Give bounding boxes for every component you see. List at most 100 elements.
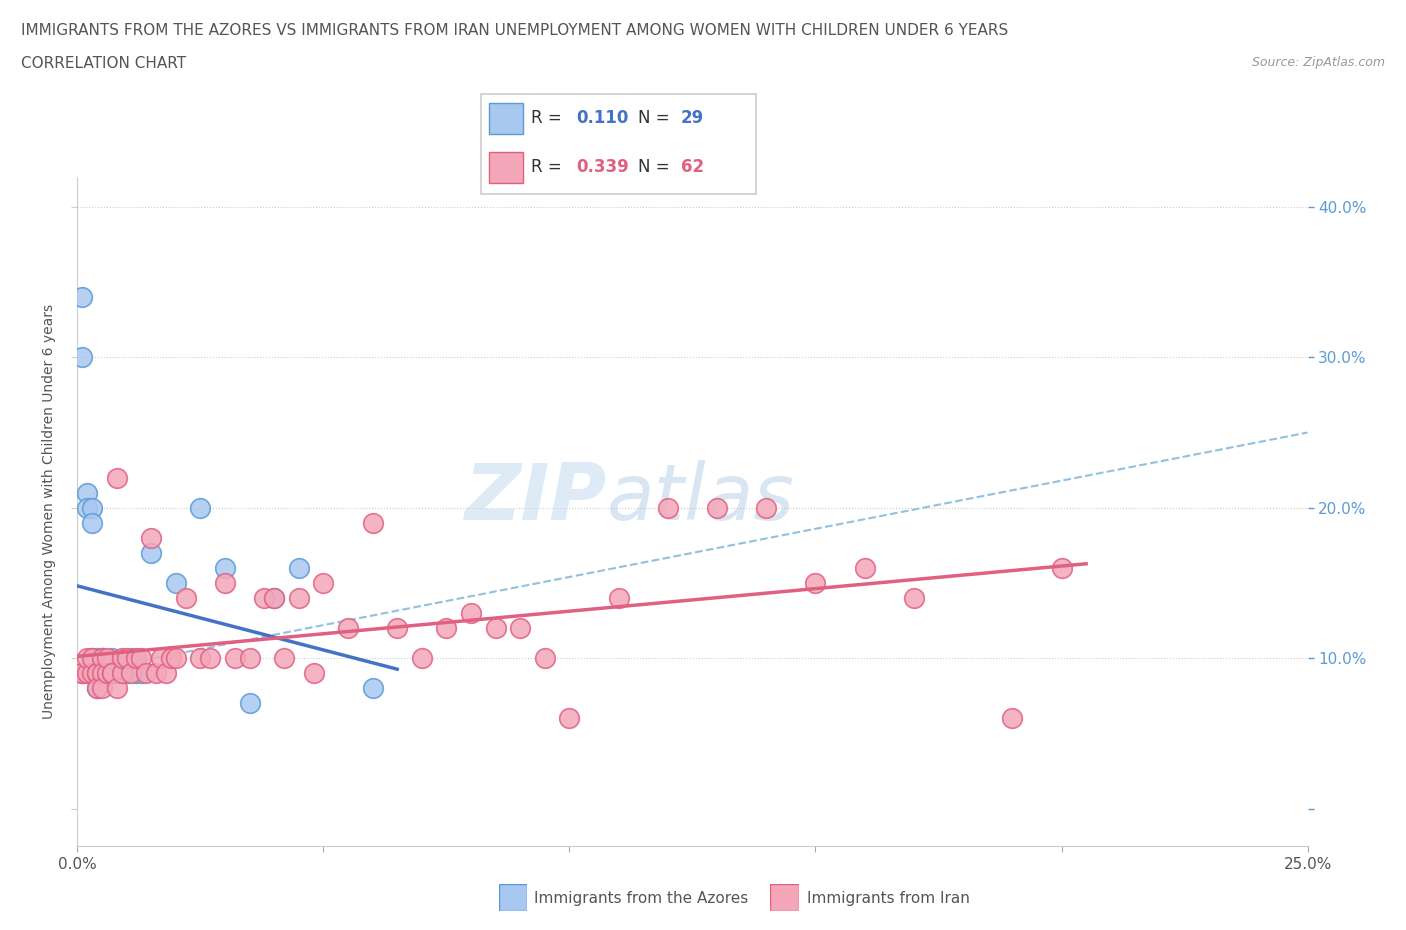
Point (141, 530, 163, 545)
Point (82, 515, 104, 530)
Point (509, 620, 531, 635)
Point (86, 666, 108, 681)
Text: Immigrants from Iran: Immigrants from Iran (807, 891, 970, 906)
Point (1001, 711, 1024, 725)
Point (361, 515, 384, 530)
Point (111, 651, 132, 666)
Point (76, 485, 98, 500)
Text: 29: 29 (681, 109, 704, 126)
Point (302, 666, 325, 681)
Point (150, 651, 173, 666)
Point (105, 681, 128, 696)
Point (101, 666, 124, 681)
Point (135, 666, 157, 681)
Point (190, 500, 212, 515)
Point (76, 666, 98, 681)
Text: 0.339: 0.339 (576, 158, 630, 176)
Point (86, 681, 108, 696)
Point (96, 651, 118, 666)
Point (804, 576, 827, 591)
Point (485, 620, 508, 635)
Point (263, 591, 285, 605)
Text: Immigrants from the Azores: Immigrants from the Azores (534, 891, 748, 906)
Point (337, 620, 360, 635)
Point (86, 666, 108, 681)
Point (76, 500, 98, 515)
Text: Source: ZipAtlas.com: Source: ZipAtlas.com (1251, 56, 1385, 69)
Point (755, 500, 778, 515)
Point (903, 591, 925, 605)
Point (115, 651, 138, 666)
Point (214, 576, 236, 591)
Point (239, 696, 262, 711)
Point (82, 666, 104, 681)
Point (165, 576, 187, 591)
Point (174, 591, 197, 605)
Point (253, 591, 276, 605)
Point (141, 545, 163, 560)
Point (155, 666, 177, 681)
Point (558, 711, 581, 725)
Point (70, 666, 93, 681)
Point (125, 651, 148, 666)
Text: IMMIGRANTS FROM THE AZORES VS IMMIGRANTS FROM IRAN UNEMPLOYMENT AMONG WOMEN WITH: IMMIGRANTS FROM THE AZORES VS IMMIGRANTS… (21, 23, 1008, 38)
Point (86, 681, 108, 696)
Point (273, 651, 295, 666)
Text: ZIP: ZIP (464, 460, 606, 536)
Bar (489, 103, 523, 134)
Point (460, 605, 482, 620)
Point (657, 500, 679, 515)
Point (263, 591, 285, 605)
Point (82, 500, 104, 515)
Point (288, 561, 311, 576)
Text: N =: N = (638, 109, 675, 126)
Point (82, 651, 104, 666)
Point (387, 620, 409, 635)
Point (96, 666, 118, 681)
Point (111, 666, 132, 681)
Point (190, 651, 212, 666)
Point (105, 666, 128, 681)
Point (288, 591, 311, 605)
Point (70, 666, 93, 681)
Point (121, 666, 143, 681)
Y-axis label: Unemployment Among Women with Children Under 6 years: Unemployment Among Women with Children U… (42, 304, 56, 719)
Point (90, 681, 114, 696)
Point (96, 666, 118, 681)
Point (239, 651, 262, 666)
Point (214, 561, 236, 576)
Point (105, 471, 128, 485)
Point (70, 289, 93, 304)
Point (607, 591, 630, 605)
Point (131, 666, 153, 681)
Point (121, 651, 143, 666)
Point (90, 651, 114, 666)
Text: 0.110: 0.110 (576, 109, 628, 126)
Point (312, 576, 335, 591)
Point (90, 666, 114, 681)
Point (1050, 561, 1073, 576)
Point (200, 651, 222, 666)
Point (96, 666, 118, 681)
Text: 62: 62 (681, 158, 703, 176)
Point (411, 651, 433, 666)
Point (76, 651, 98, 666)
Point (165, 651, 187, 666)
Point (145, 666, 167, 681)
Point (115, 666, 138, 681)
Point (70, 350, 93, 365)
Point (436, 620, 458, 635)
Point (853, 561, 876, 576)
Text: R =: R = (531, 109, 568, 126)
Text: N =: N = (638, 158, 675, 176)
Text: atlas: atlas (606, 460, 794, 536)
Point (101, 666, 124, 681)
Point (224, 651, 246, 666)
Text: R =: R = (531, 158, 568, 176)
Point (101, 666, 124, 681)
Point (101, 651, 124, 666)
Point (160, 651, 183, 666)
Point (534, 651, 557, 666)
Point (90, 651, 114, 666)
Bar (489, 153, 523, 183)
